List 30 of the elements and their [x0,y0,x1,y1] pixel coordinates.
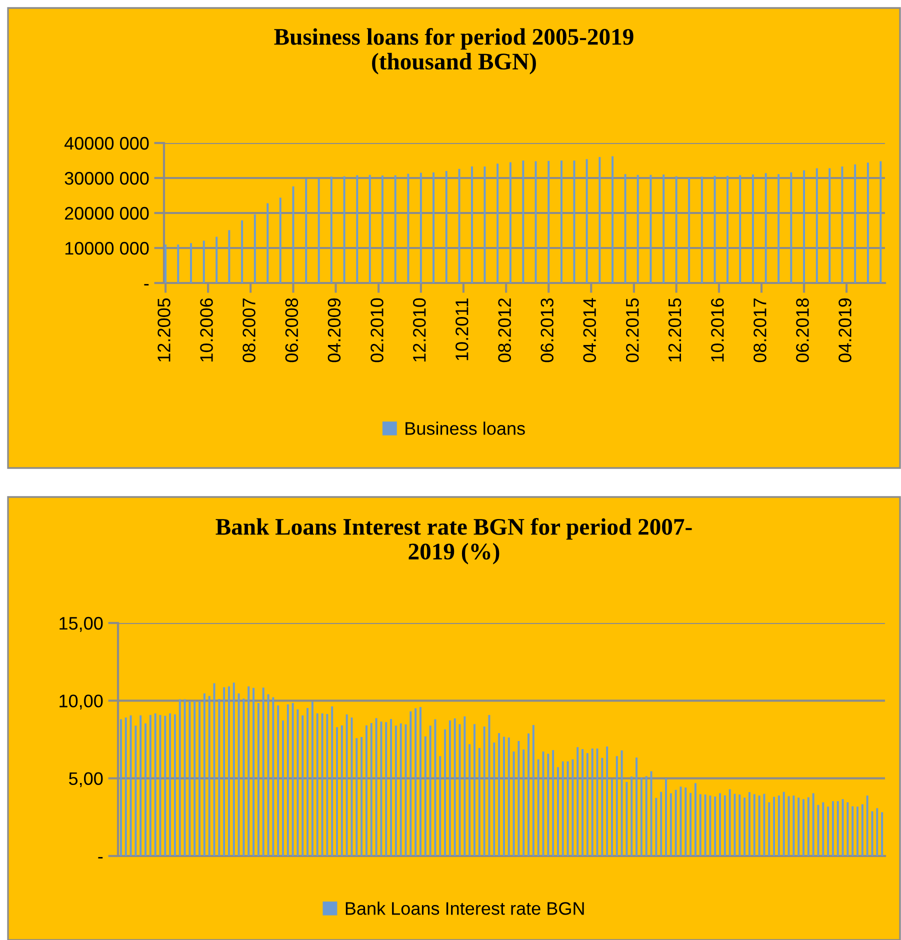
legend-label: Bank Loans Interest rate BGN [346,902,584,915]
y-tick-label: 10,00 [60,694,103,710]
y-tick-label: 5,00 [69,772,103,788]
x-tick-label: 06.2018 [796,298,809,362]
y-tick-label: 15,00 [60,616,103,632]
x-tick-label: 06.2008 [285,298,298,362]
chart-title: Business loans for period 2005-2019 (thousand BGN) [274,28,634,74]
x-tick-label: 08.2017 [754,298,766,362]
y-tick-label: 10000 000 [65,242,149,255]
x-tick-label: 02.2015 [626,298,639,362]
x-tick-label: 08.2007 [242,298,256,362]
x-tick-label: 04.2014 [583,298,596,362]
x-tick-label: 02.2010 [370,298,384,362]
x-tick-label: 12.2005 [158,298,170,362]
x-tick-label: 10.2006 [200,298,213,362]
x-tick-label: 04.2009 [328,298,341,362]
chart-title: Bank Loans Interest rate BGN for period 2007- 2019 (%) [216,518,692,564]
x-tick-label: 06.2013 [540,298,554,362]
x-tick-label: 10.2016 [711,298,724,362]
y-tick-label: - [144,284,149,286]
y-tick-label: 30000 000 [64,172,149,185]
x-tick-label: 10.2011 [456,298,468,360]
x-tick-label: 08.2012 [498,298,511,362]
y-tick-label: - [98,857,103,858]
legend-label: Business loans [406,422,525,435]
x-tick-label: 12.2010 [412,298,426,362]
x-tick-label: 04.2019 [838,298,852,362]
x-tick-label: 12.2015 [668,298,682,362]
y-tick-label: 40000 000 [64,136,149,150]
y-tick-label: 20000 000 [64,206,149,220]
